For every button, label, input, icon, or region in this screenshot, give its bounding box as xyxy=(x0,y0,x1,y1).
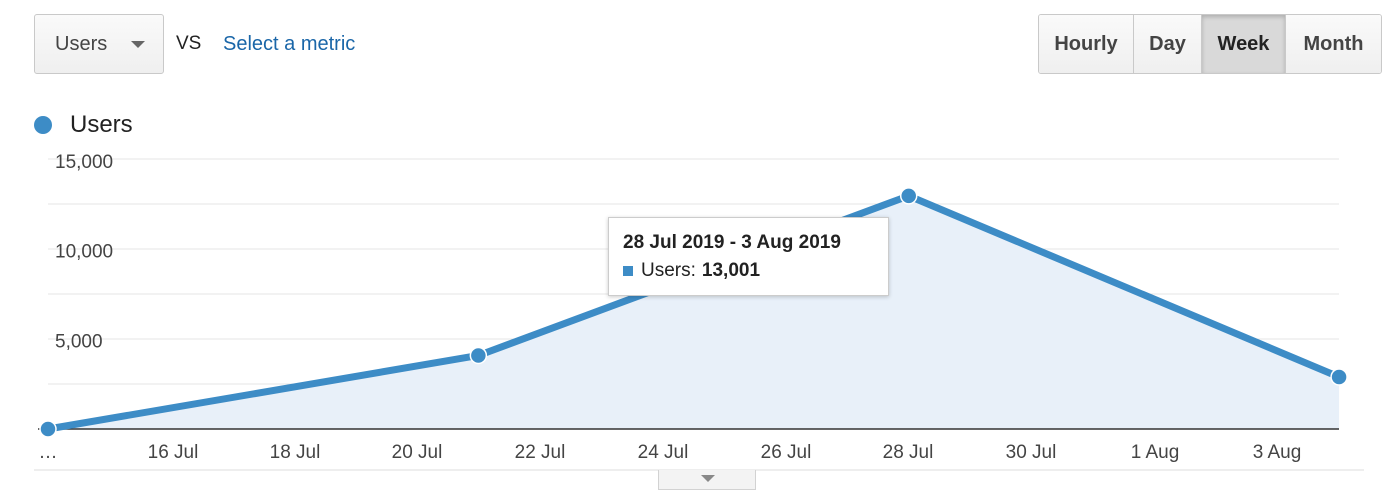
primary-metric-label: Users xyxy=(55,32,108,55)
range-day-button[interactable]: Day xyxy=(1133,15,1201,73)
collapse-chart-tab[interactable] xyxy=(658,470,756,490)
tooltip-title: 28 Jul 2019 - 3 Aug 2019 xyxy=(623,232,841,253)
data-point xyxy=(39,420,57,438)
data-point xyxy=(1330,368,1348,386)
select-metric-link[interactable]: Select a metric xyxy=(223,33,356,55)
time-range-toggle: Hourly Day Week Month xyxy=(1038,14,1382,74)
range-hourly-button[interactable]: Hourly xyxy=(1039,15,1133,73)
tooltip-value: 13,001 xyxy=(701,260,761,281)
chart-tooltip: 28 Jul 2019 - 3 Aug 2019 Users: 13,001 xyxy=(608,217,889,296)
x-tick-label: … xyxy=(39,442,58,463)
x-tick-label: 24 Jul xyxy=(638,442,689,463)
x-tick-label: 16 Jul xyxy=(148,442,199,463)
y-tick-label: 5,000 xyxy=(55,331,103,352)
x-tick-label: 22 Jul xyxy=(515,442,566,463)
y-tick-label: 10,000 xyxy=(55,242,113,263)
chevron-down-icon xyxy=(701,475,715,482)
tooltip-swatch xyxy=(623,266,633,276)
x-tick-label: 3 Aug xyxy=(1253,442,1302,463)
tooltip-row: Users: 13,001 xyxy=(623,260,874,282)
y-tick-label: 15,000 xyxy=(55,152,113,173)
x-tick-label: 28 Jul xyxy=(883,442,934,463)
range-month-button[interactable]: Month xyxy=(1285,15,1381,73)
legend-users-dot xyxy=(34,116,52,134)
tooltip-series-label: Users: xyxy=(641,260,696,281)
x-tick-label: 30 Jul xyxy=(1006,442,1057,463)
x-tick-label: 26 Jul xyxy=(761,442,812,463)
range-week-button[interactable]: Week xyxy=(1201,15,1285,73)
x-tick-label: 20 Jul xyxy=(392,442,443,463)
data-point xyxy=(469,346,488,365)
series-area xyxy=(48,195,1340,429)
primary-metric-dropdown[interactable]: Users xyxy=(34,14,164,74)
x-tick-label: 1 Aug xyxy=(1131,442,1180,463)
chevron-down-icon xyxy=(131,41,145,48)
data-point xyxy=(899,187,918,205)
x-tick-label: 18 Jul xyxy=(270,442,321,463)
vs-label: VS xyxy=(176,33,202,54)
legend-users-label: Users xyxy=(70,111,133,138)
